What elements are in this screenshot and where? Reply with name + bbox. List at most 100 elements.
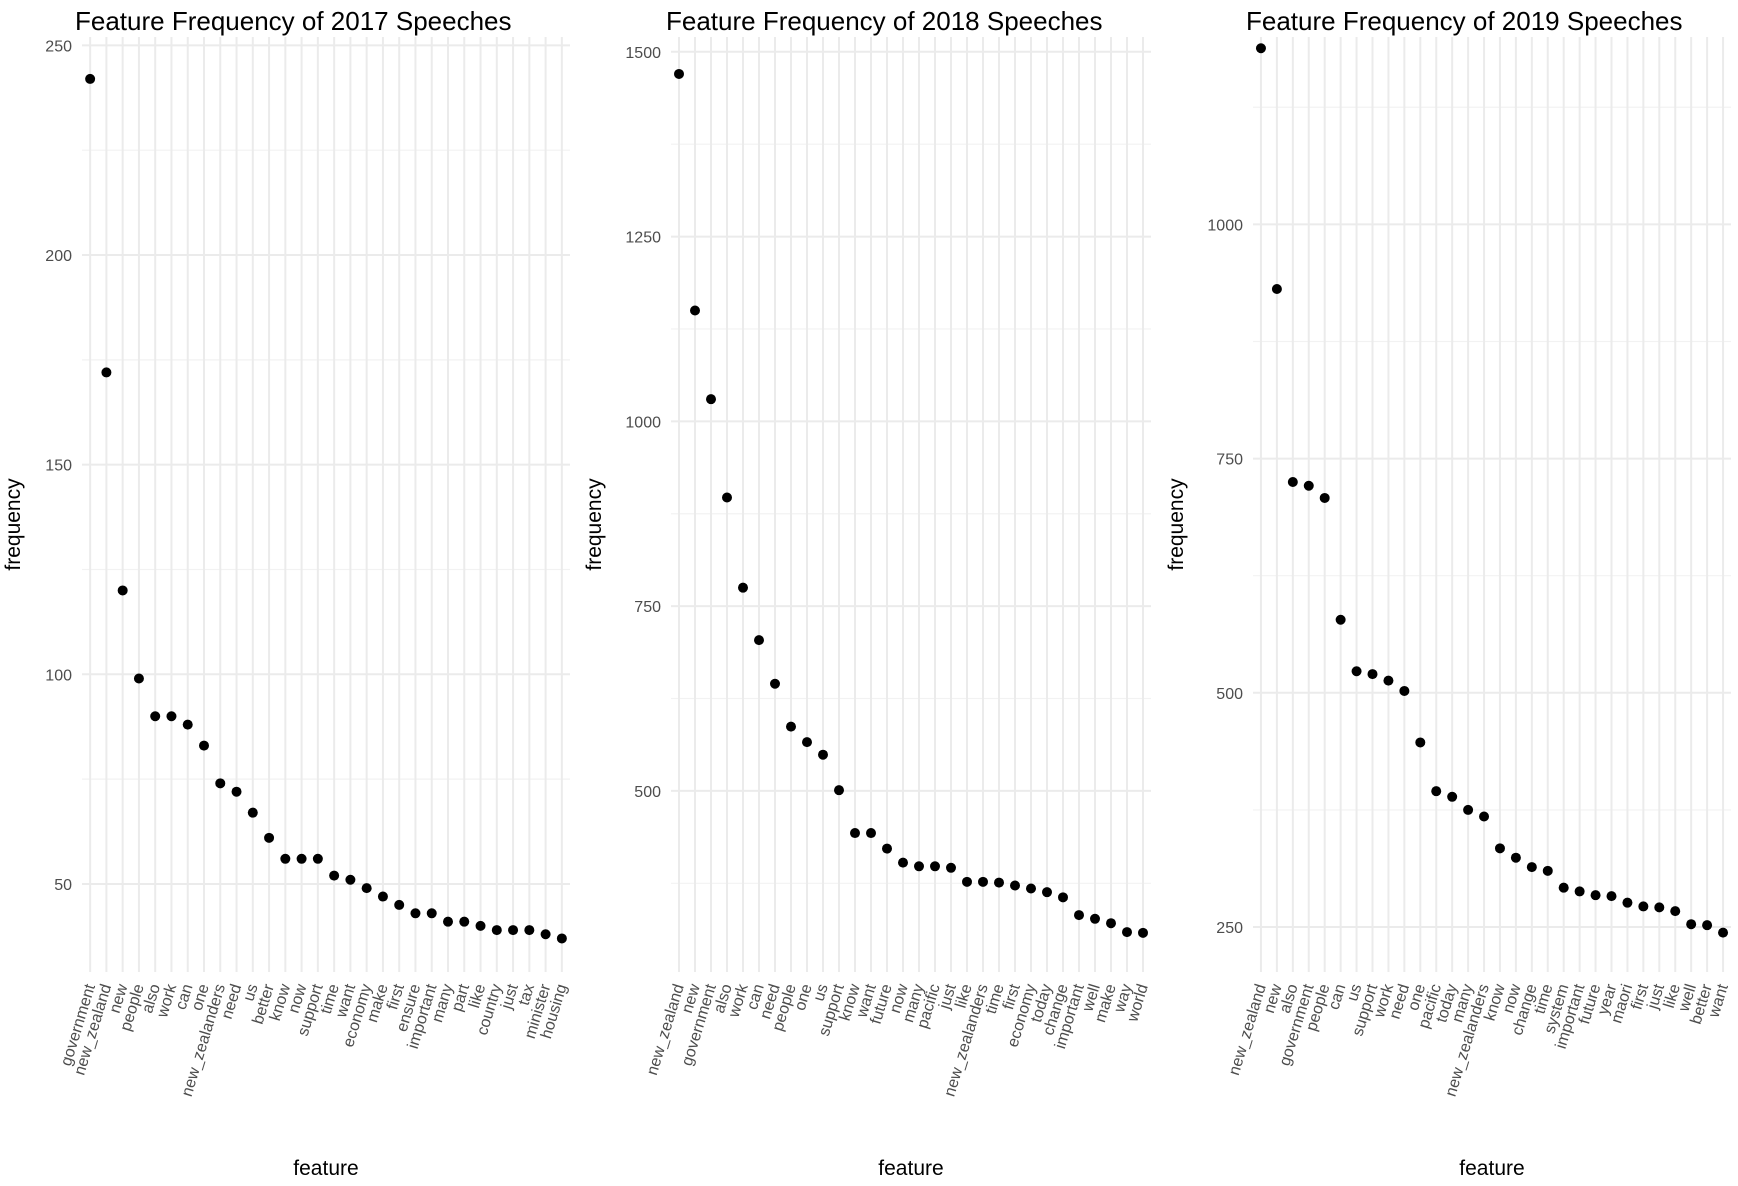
data-point-can bbox=[1335, 614, 1346, 625]
y-tick-label: 500 bbox=[634, 784, 661, 801]
data-point-need bbox=[770, 678, 780, 689]
data-point-economy bbox=[361, 883, 372, 894]
data-point-also bbox=[722, 492, 732, 503]
data-point-people bbox=[1319, 492, 1330, 503]
x-axis-title: feature bbox=[293, 1157, 358, 1180]
y-axis-title: frequency bbox=[2, 478, 25, 571]
chart-panel-1: 50100150200250governmentnew_zealandnewpe… bbox=[2, 6, 571, 1180]
data-point-many bbox=[443, 916, 453, 927]
data-point-time bbox=[994, 877, 1004, 888]
data-point-tax bbox=[524, 925, 535, 936]
data-point-know bbox=[1494, 843, 1505, 854]
data-point-support bbox=[1367, 669, 1378, 680]
data-point-time bbox=[1542, 865, 1553, 876]
data-point-now bbox=[898, 857, 908, 868]
data-point-maori bbox=[1622, 897, 1633, 908]
data-point-better bbox=[1702, 920, 1713, 931]
y-axis-title: frequency bbox=[583, 478, 606, 571]
data-point-just bbox=[508, 925, 519, 936]
data-point-now bbox=[296, 853, 307, 864]
data-point-work bbox=[738, 582, 748, 593]
data-point-want bbox=[866, 828, 876, 839]
x-axis-title: feature bbox=[1459, 1157, 1524, 1180]
data-point-just bbox=[1654, 902, 1665, 913]
data-point-also bbox=[1287, 477, 1298, 488]
data-point-government bbox=[1303, 480, 1314, 491]
data-point-world bbox=[1138, 927, 1148, 938]
data-point-make bbox=[1106, 918, 1116, 929]
y-tick-label: 250 bbox=[1216, 920, 1243, 937]
data-point-work bbox=[1383, 675, 1394, 686]
x-tick-label: us bbox=[811, 982, 832, 1003]
data-point-housing bbox=[556, 933, 567, 944]
x-tick-label: just bbox=[936, 982, 960, 1012]
x-tick-label: tax bbox=[516, 982, 538, 1007]
data-point-today bbox=[1042, 887, 1052, 898]
data-point-well bbox=[1686, 919, 1697, 930]
data-point-now bbox=[1510, 852, 1521, 863]
y-tick-label: 1500 bbox=[625, 45, 661, 62]
y-tick-label: 1000 bbox=[1207, 217, 1243, 234]
x-axis-title: feature bbox=[878, 1157, 943, 1180]
data-point-economy bbox=[1026, 883, 1036, 894]
data-point-like bbox=[475, 920, 486, 931]
chart-title: Feature Frequency of 2017 Speeches bbox=[75, 6, 512, 36]
data-point-today bbox=[1447, 791, 1458, 802]
data-point-like bbox=[962, 876, 972, 887]
y-tick-label: 750 bbox=[1216, 452, 1243, 469]
data-point-make bbox=[377, 891, 388, 902]
data-point-future bbox=[882, 843, 892, 854]
data-point-work bbox=[166, 711, 177, 722]
chart-panel-3: 2505007501000new_zealandnewalsogovernmen… bbox=[1165, 6, 1732, 1180]
data-point-important bbox=[1574, 886, 1585, 897]
x-tick-label: like bbox=[466, 982, 489, 1010]
data-point-one bbox=[199, 740, 209, 751]
data-point-want bbox=[345, 874, 356, 885]
chart-panel-2: 500750100012501500new_zealandnewgovernme… bbox=[583, 6, 1152, 1180]
y-tick-label: 150 bbox=[45, 458, 72, 475]
data-point-need bbox=[231, 786, 242, 797]
data-point-system bbox=[1558, 882, 1569, 893]
data-point-can bbox=[754, 635, 764, 646]
x-tick-label: first bbox=[1000, 982, 1024, 1012]
data-point-part bbox=[459, 916, 470, 927]
data-point-many bbox=[914, 861, 924, 872]
y-tick-label: 100 bbox=[45, 667, 72, 684]
y-tick-label: 1250 bbox=[625, 230, 661, 247]
x-tick-label: new_zealand bbox=[1226, 982, 1270, 1077]
data-point-support bbox=[312, 853, 323, 864]
data-point-one bbox=[802, 737, 812, 748]
data-point-people bbox=[786, 721, 796, 732]
data-point-new_zealand bbox=[674, 68, 684, 79]
y-tick-label: 50 bbox=[54, 877, 72, 894]
data-point-country bbox=[491, 925, 502, 936]
x-tick-label: just bbox=[1644, 982, 1668, 1012]
data-point-us bbox=[818, 749, 828, 760]
data-point-want bbox=[1718, 927, 1729, 938]
x-tick-label: can bbox=[1326, 982, 1350, 1012]
data-point-many bbox=[1463, 804, 1474, 815]
data-point-important bbox=[426, 908, 437, 919]
data-point-us bbox=[247, 807, 258, 818]
x-tick-label: can bbox=[173, 982, 197, 1012]
data-point-change bbox=[1526, 862, 1537, 873]
data-point-time bbox=[329, 870, 340, 881]
data-point-know bbox=[280, 853, 291, 864]
data-point-us bbox=[1351, 666, 1362, 677]
x-tick-label: like bbox=[1661, 982, 1684, 1010]
y-tick-label: 1000 bbox=[625, 414, 661, 431]
y-axis-title: frequency bbox=[1165, 478, 1188, 571]
data-point-pacific bbox=[1431, 786, 1442, 797]
data-point-new bbox=[690, 305, 700, 316]
data-point-new bbox=[117, 585, 128, 596]
data-point-new_zealanders bbox=[1479, 811, 1490, 822]
data-point-first bbox=[394, 899, 405, 910]
data-point-change bbox=[1058, 892, 1068, 903]
data-point-new bbox=[1271, 284, 1282, 295]
y-tick-label: 200 bbox=[45, 248, 72, 265]
data-point-can bbox=[182, 719, 193, 730]
data-point-better bbox=[264, 832, 275, 843]
data-point-pacific bbox=[930, 861, 940, 872]
x-tick-label: us bbox=[1344, 982, 1365, 1003]
